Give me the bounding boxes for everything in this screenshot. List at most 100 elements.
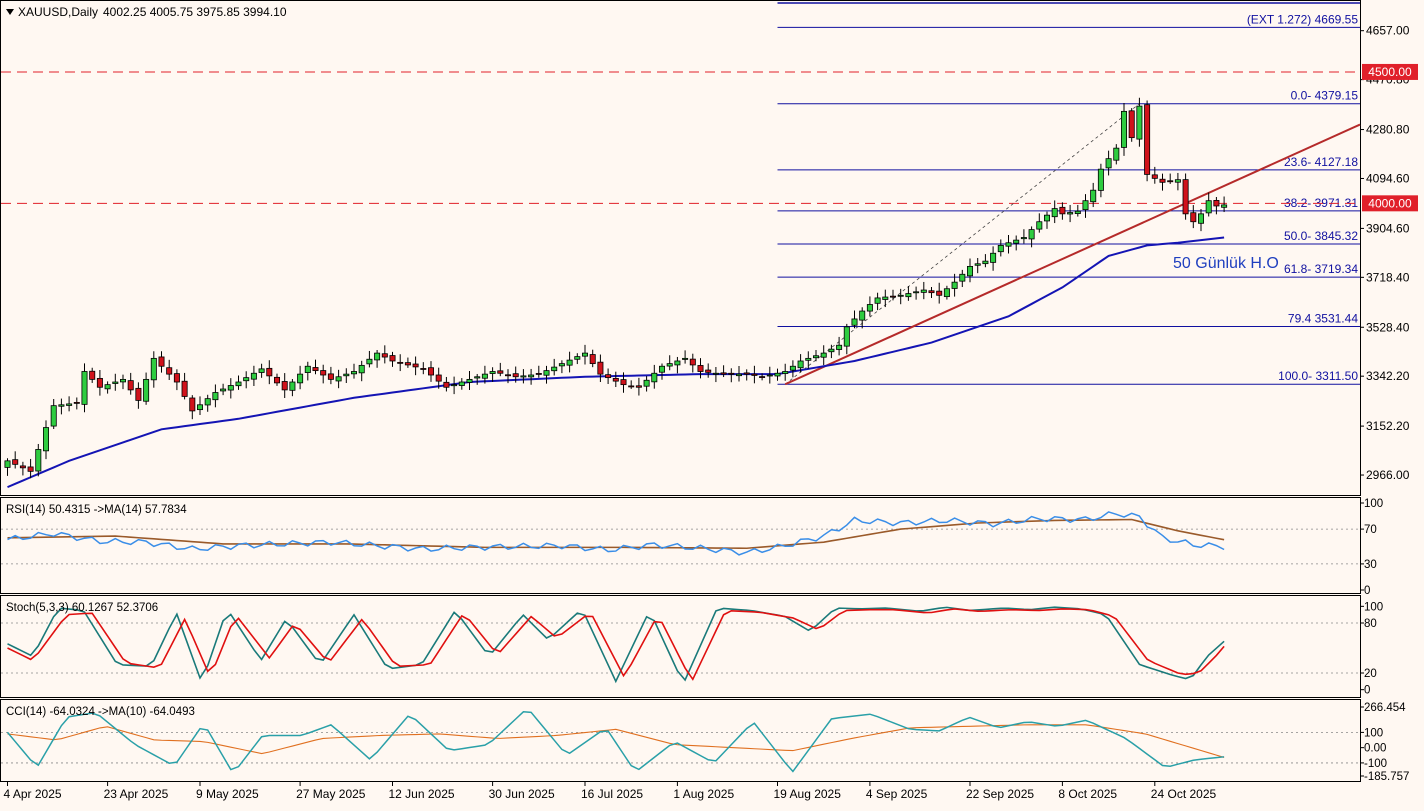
candle [866, 296, 873, 317]
candle [504, 369, 511, 384]
price-tick-label: 4280.80 [1366, 123, 1410, 137]
candle [173, 369, 180, 391]
bear-candle-body [1144, 104, 1151, 175]
bull-candle-body [574, 356, 581, 360]
bull-candle-body [951, 281, 958, 289]
candle [766, 366, 773, 384]
bull-candle-body [674, 360, 681, 366]
fibonacci-levels[interactable]: (EXT 1.272) 4669.55 0.0- 4379.15 23.6- 412… [777, 2, 1361, 385]
candle [782, 363, 789, 381]
bull-candle-body [967, 265, 974, 277]
candle [905, 286, 912, 301]
candle [312, 359, 319, 375]
bull-candle-body [789, 365, 796, 371]
price-tick-label: 3528.40 [1366, 320, 1410, 334]
candle [574, 353, 581, 365]
candle [682, 350, 689, 364]
bull-candle-body [104, 384, 111, 390]
candle [1213, 197, 1220, 215]
bear-candle-body [1128, 110, 1135, 139]
bull-candle-body [1013, 239, 1020, 244]
osc-tick-label: -185.757 [1364, 771, 1409, 783]
candle [997, 239, 1004, 257]
osc-tick-label: 266.454 [1364, 702, 1406, 714]
candle [913, 286, 920, 300]
bull-candle-body [1036, 221, 1043, 230]
bull-candle-body [843, 326, 850, 347]
price-tick-label: 3342.20 [1366, 369, 1410, 383]
candle [1121, 102, 1128, 156]
bull-candle-body [481, 373, 488, 379]
candle [19, 461, 26, 476]
candle [582, 344, 589, 365]
candle [327, 366, 334, 385]
trendlines[interactable] [784, 103, 1361, 386]
price-pane[interactable] [0, 0, 1361, 496]
candle [697, 358, 704, 379]
bull-candle-body [1051, 208, 1058, 218]
fib-label: 61.8- 3719.34 [1284, 262, 1358, 276]
bear-candle-body [504, 374, 511, 377]
time-tick-label: 4 Apr 2025 [4, 787, 62, 801]
bear-candle-body [312, 367, 319, 372]
bull-candle-body [1221, 204, 1228, 208]
bull-candle-body [343, 373, 350, 377]
bear-candle-body [189, 397, 196, 412]
candle [820, 345, 827, 366]
bear-candle-body [1190, 212, 1197, 223]
bear-candle-body [397, 361, 404, 364]
bull-candle-body [358, 364, 365, 374]
bear-candle-body [597, 361, 604, 375]
bull-candle-body [350, 371, 357, 375]
candle [967, 258, 974, 283]
candle [320, 364, 327, 384]
horizontal-lines[interactable] [1, 71, 1360, 204]
candle [674, 356, 681, 374]
candle [1105, 150, 1112, 176]
candle [589, 349, 596, 368]
bear-candle-body [96, 377, 103, 388]
bull-candle-body [813, 355, 820, 359]
bull-candle-body [1090, 189, 1097, 203]
osc-tick-label: 100 [1364, 498, 1383, 510]
candle [50, 398, 57, 430]
bear-candle-body [327, 373, 334, 380]
candle [566, 351, 573, 373]
candle [543, 365, 550, 384]
bull-candle-body [1097, 168, 1104, 191]
time-tick-label: 12 Jun 2025 [389, 787, 455, 801]
bull-candle-body [66, 403, 73, 406]
bear-candle-body [73, 401, 80, 404]
bear-candle-body [89, 370, 96, 380]
rsi-indicator: 100 70 30 0 [1, 498, 1383, 597]
candle [1221, 196, 1228, 213]
candle [1020, 229, 1027, 244]
bull-candle-body [250, 372, 257, 380]
bull-candle-body [150, 357, 157, 381]
price-tick-label: 4657.00 [1366, 24, 1410, 38]
bear-candle-body [173, 373, 180, 383]
bull-candle-body [782, 371, 789, 374]
bull-candle-body [451, 384, 458, 387]
candle [374, 350, 381, 368]
candle [158, 351, 165, 373]
collapse-triangle-icon[interactable] [6, 9, 14, 15]
bull-candle-body [489, 371, 496, 374]
candle [43, 420, 50, 460]
bear-candle-body [266, 367, 273, 377]
bull-candle-body [712, 372, 719, 375]
bear-candle-body [635, 385, 642, 388]
candle [1028, 226, 1035, 248]
candle [389, 351, 396, 367]
bull-candle-body [805, 357, 812, 361]
bear-candle-body [1167, 180, 1174, 183]
candle [836, 336, 843, 356]
bull-candle-body [50, 405, 57, 427]
bull-candle-body [212, 392, 219, 401]
stoch-pane[interactable] [0, 595, 1361, 698]
candle [235, 375, 242, 390]
cci-pane[interactable] [0, 699, 1361, 782]
bull-candle-body [227, 385, 234, 391]
